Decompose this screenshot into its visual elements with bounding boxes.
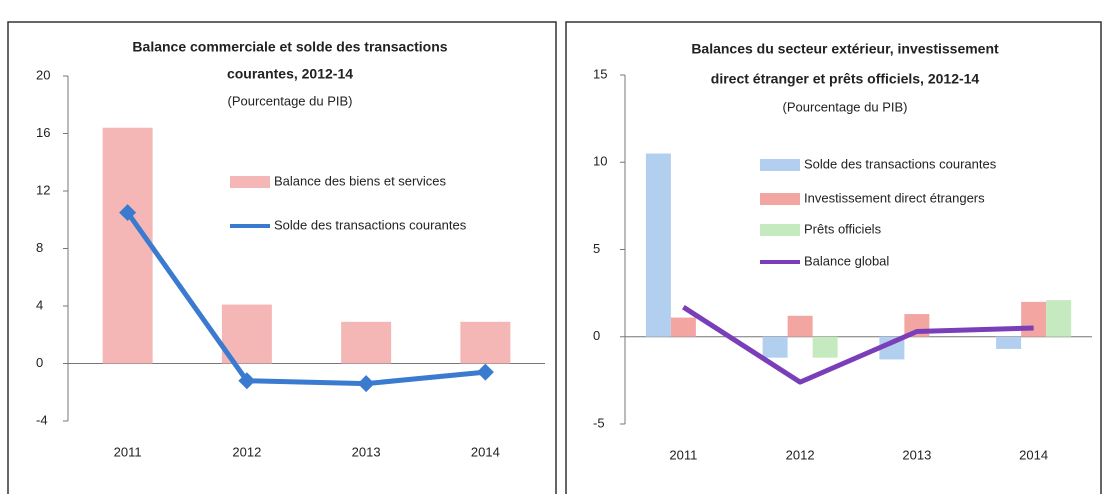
bar: [341, 321, 392, 364]
x-tick-label: 2011: [669, 447, 697, 462]
x-tick-label: 2013: [902, 447, 931, 462]
legend-label: Solde des transactions courantes: [804, 156, 997, 171]
x-tick-label: 2014: [471, 444, 500, 459]
y-tick-label: 16: [36, 125, 50, 140]
x-tick-label: 2014: [1019, 447, 1048, 462]
y-tick-label: -5: [593, 415, 605, 430]
line-series: [682, 304, 1034, 385]
line-marker: [119, 204, 137, 222]
line-marker: [357, 375, 375, 393]
y-tick-label: 4: [36, 297, 43, 312]
y-tick-label: -4: [36, 412, 48, 427]
legend-swatch: [760, 159, 800, 171]
line-marker: [238, 372, 256, 390]
y-tick-label: 12: [36, 182, 50, 197]
bar: [645, 153, 671, 337]
chart-title: Balances du secteur extérieur, investiss…: [691, 41, 999, 57]
bar: [1021, 301, 1047, 337]
chart-title: Balance commerciale et solde des transac…: [132, 39, 447, 55]
x-tick-label: 2012: [232, 444, 261, 459]
chart-title: courantes, 2012-14: [227, 66, 353, 82]
bar: [996, 336, 1022, 349]
legend-swatch: [760, 193, 800, 205]
y-tick-label: 0: [593, 328, 600, 343]
chart-subtitle: (Pourcentage du PIB): [227, 93, 352, 108]
y-tick-label: 20: [36, 67, 50, 82]
bar: [812, 336, 838, 358]
y-tick-label: 5: [593, 241, 600, 256]
line-series: [125, 211, 486, 387]
bar: [102, 127, 153, 364]
bar: [762, 336, 788, 358]
bar: [787, 315, 813, 337]
left-frame: [7, 21, 557, 494]
y-tick-label: 8: [36, 240, 43, 255]
legend-label: Solde des transactions courantes: [274, 217, 467, 232]
legend-swatch: [230, 176, 270, 188]
x-tick-label: 2013: [352, 444, 381, 459]
y-tick-label: 0: [36, 355, 43, 370]
y-tick-label: 10: [593, 154, 607, 169]
right-frame: [565, 21, 1102, 494]
y-tick-label: 15: [593, 66, 607, 81]
legend-label: Investissement direct étrangers: [804, 190, 985, 205]
legend-swatch: [760, 224, 800, 236]
legend-label: Balance global: [804, 253, 889, 268]
chart-title: direct étranger et prêts officiels, 2012…: [711, 71, 980, 87]
bar: [1046, 300, 1072, 337]
line-marker: [476, 363, 494, 381]
x-tick-label: 2012: [786, 447, 815, 462]
legend-label: Prêts officiels: [804, 221, 882, 236]
x-tick-label: 2011: [114, 444, 142, 459]
legend-label: Balance des biens et services: [274, 173, 446, 188]
bar: [460, 321, 511, 364]
chart-subtitle: (Pourcentage du PIB): [782, 99, 907, 114]
bar: [670, 317, 696, 337]
